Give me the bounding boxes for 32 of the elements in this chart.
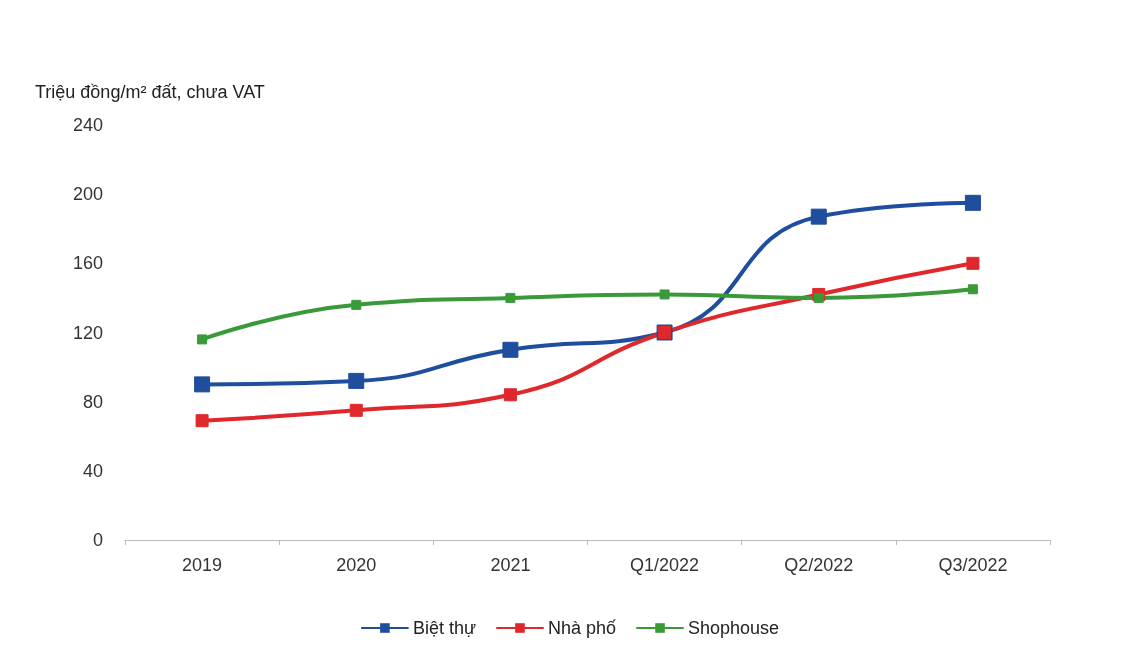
point <box>348 372 365 389</box>
x-tick-label: Q1/2022 <box>630 555 700 575</box>
y-tick-label: 80 <box>82 391 103 412</box>
legend-label: Biệt thự <box>412 618 476 638</box>
point <box>349 403 363 417</box>
point <box>194 376 211 393</box>
point <box>813 292 824 303</box>
point <box>659 289 670 300</box>
x-tick-label: 2019 <box>182 555 223 575</box>
y-tick-label: 0 <box>92 530 103 550</box>
x-tick-label: Q2/2022 <box>784 555 854 575</box>
point <box>502 341 519 358</box>
y-tick-label: 240 <box>72 115 103 135</box>
point <box>197 334 208 345</box>
point <box>503 388 517 402</box>
legend-label: Nhà phố <box>547 618 617 638</box>
point <box>351 299 362 310</box>
point <box>967 284 978 295</box>
y-tick-label: 200 <box>72 184 103 205</box>
point <box>966 256 980 270</box>
y-axis-title: Triệu đồng/m² đất, chưa VAT <box>35 82 265 102</box>
point <box>964 194 981 211</box>
y-tick-label: 120 <box>72 322 103 343</box>
legend-label: Shophouse <box>688 618 780 638</box>
y-tick-label: 160 <box>72 253 103 274</box>
point <box>810 208 827 225</box>
point <box>195 414 209 428</box>
x-tick-label: Q3/2022 <box>938 555 1008 575</box>
point <box>505 292 516 303</box>
x-tick-label: 2021 <box>490 555 531 575</box>
y-tick-label: 40 <box>82 460 103 481</box>
x-tick-label: 2020 <box>336 555 377 575</box>
